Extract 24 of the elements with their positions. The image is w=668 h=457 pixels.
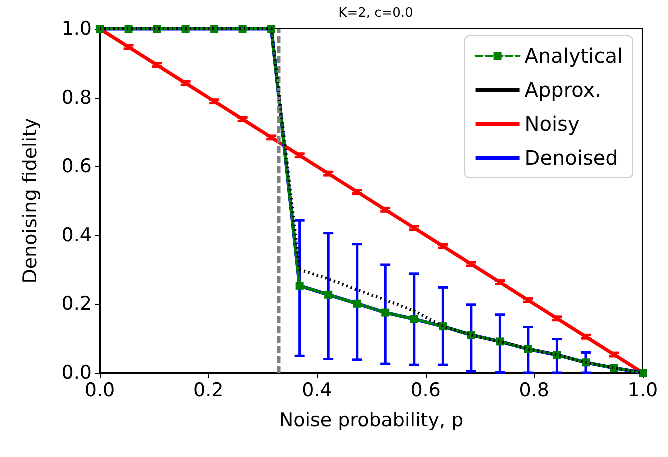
point [382, 308, 390, 317]
legend-label: Denoised [524, 146, 618, 170]
point [410, 315, 418, 324]
x-tick-label: 0.6 [410, 380, 441, 402]
point [353, 300, 362, 308]
y-tick-label: 0.2 [62, 293, 92, 316]
y-tick-label: 0.6 [62, 156, 92, 178]
x-tick-label: 0.8 [519, 380, 550, 402]
x-tick-label: 0.2 [193, 380, 224, 402]
legend-label: Noisy [524, 112, 580, 136]
point [182, 25, 190, 33]
x-axis-title: Noise probability, p [279, 410, 464, 432]
y-tick-label: 0.4 [62, 224, 92, 246]
y-tick-label: 1.0 [62, 18, 92, 40]
y-tick-label: 0.8 [62, 86, 92, 109]
chart-title: K=2, c=0.0 [338, 6, 414, 21]
point [296, 282, 304, 290]
x-tick-label: 1.0 [628, 380, 658, 402]
legend-label: Analytical [524, 44, 624, 68]
y-axis-title: Denoising fidelity [20, 118, 42, 284]
point [324, 290, 333, 299]
legend-label: Approx. [524, 78, 602, 102]
x-tick-label: 0.4 [302, 380, 332, 402]
x-tick-label: 0.0 [84, 380, 116, 402]
